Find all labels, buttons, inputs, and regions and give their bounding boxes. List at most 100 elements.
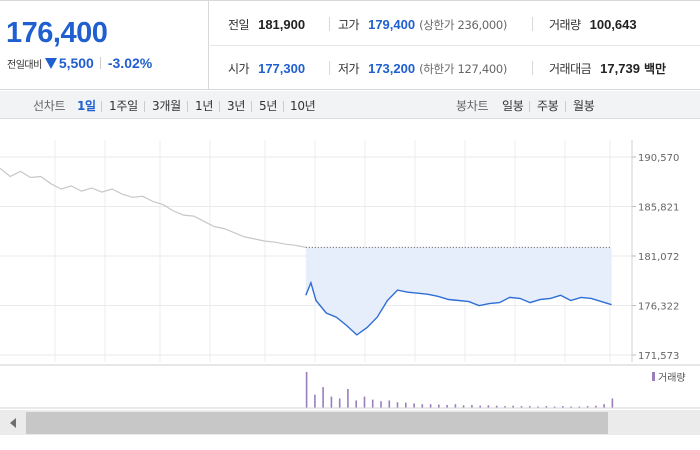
- change-label: 전일대비: [7, 59, 42, 71]
- volume-bar: [330, 396, 333, 408]
- period-option-1d[interactable]: 1일: [77, 99, 96, 113]
- divider: [532, 17, 533, 31]
- candle-option-daily[interactable]: 일봉: [502, 99, 524, 113]
- period-option-3m[interactable]: 3개월: [152, 99, 181, 113]
- volume-bar: [322, 387, 324, 408]
- volume-bar: [545, 406, 548, 408]
- divider: [565, 101, 566, 112]
- volume-bar: [363, 396, 366, 408]
- volume-bar: [371, 399, 374, 408]
- stat-label: 고가: [338, 18, 360, 32]
- upper-limit: (상한가 236,000): [419, 18, 508, 32]
- stat-label: 시가: [228, 62, 250, 76]
- volume-bar: [495, 405, 498, 408]
- volume-bar: [438, 404, 440, 408]
- stat-prev-close: 전일 181,900: [228, 16, 305, 33]
- scroll-left-icon[interactable]: [10, 418, 16, 428]
- divider: [529, 101, 530, 112]
- volume-bar: [586, 406, 589, 408]
- quote-header: 176,400 전일대비 5,500 -3.02% 전일 181,900 고가 …: [0, 0, 700, 90]
- volume-bar: [595, 405, 597, 408]
- stat-volume: 거래량 100,643: [549, 16, 637, 33]
- volume-bar: [380, 401, 382, 408]
- volume-bar: [405, 402, 407, 408]
- stat-label: 저가: [338, 62, 360, 76]
- volume-bar: [537, 406, 539, 408]
- volume-bar: [388, 400, 391, 408]
- volume-bar: [413, 403, 415, 408]
- candle-option-weekly[interactable]: 주봉: [537, 99, 559, 113]
- volume-bar: [504, 406, 506, 408]
- scroll-thumb[interactable]: [26, 412, 608, 434]
- volume-bar: [314, 394, 316, 408]
- stat-unit: 백만: [643, 62, 667, 76]
- series-today: [305, 280, 612, 336]
- line-chart-label: 선차트: [33, 99, 66, 113]
- change-row: 전일대비 5,500 -3.02%: [7, 55, 152, 71]
- volume-bar: [562, 406, 564, 408]
- stat-label: 전일: [228, 18, 250, 32]
- period-option-5y[interactable]: 5년: [259, 99, 278, 113]
- stat-label: 거래대금: [549, 62, 592, 76]
- volume-legend-label: 거래량: [658, 372, 686, 384]
- volume-bar: [479, 405, 481, 408]
- chart-scrollbar[interactable]: [0, 410, 700, 435]
- volume-bar: [446, 405, 448, 408]
- volume-bar: [429, 404, 432, 408]
- period-option-10y[interactable]: 10년: [290, 99, 316, 113]
- below-prev-close-area: [305, 247, 612, 335]
- volume-bar: [396, 402, 399, 408]
- stat-value: 179,400: [368, 17, 416, 32]
- price-panel: 176,400 전일대비 5,500 -3.02%: [0, 1, 209, 90]
- volume-bar: [355, 400, 357, 408]
- volume-bar: [520, 406, 523, 408]
- change-percent: -3.02%: [107, 55, 153, 71]
- stat-high: 고가 179,400 (상한가 236,000): [338, 16, 507, 33]
- volume-bar: [305, 371, 308, 408]
- volume-bar: [347, 389, 349, 408]
- volume-bar: [611, 398, 614, 408]
- period-option-3y[interactable]: 3년: [227, 99, 246, 113]
- volume-bar: [578, 406, 581, 408]
- chart-period-bar: 선차트 1일 1주일 3개월 1년 3년 5년 10년 봉차트 일봉 주봉 월봉: [0, 91, 700, 119]
- volume-bar: [487, 405, 490, 408]
- divider: [532, 61, 533, 75]
- y-tick-label: 171,573: [638, 351, 679, 362]
- divider: [283, 101, 284, 112]
- divider: [210, 45, 700, 46]
- divider: [144, 101, 145, 112]
- stat-value: 173,200: [368, 61, 416, 76]
- stat-value: 181,900: [258, 17, 306, 32]
- series-previous-day: [0, 167, 306, 248]
- y-tick-label: 176,322: [638, 302, 679, 313]
- price-chart: 190,570 185,821 181,072 176,322 171,573 거래량: [0, 140, 700, 409]
- volume-bar: [421, 404, 424, 408]
- divider: [329, 17, 330, 31]
- stat-label: 거래량: [549, 18, 581, 32]
- volume-bar: [471, 405, 473, 408]
- volume-bar: [512, 405, 514, 408]
- stat-low: 저가 173,200 (하한가 127,400): [338, 60, 507, 77]
- divider: [329, 61, 330, 75]
- volume-bar: [454, 404, 457, 408]
- y-tick-label: 181,072: [638, 252, 679, 263]
- y-tick-label: 185,821: [638, 202, 679, 213]
- volume-legend-swatch: [652, 372, 655, 381]
- y-tick-label: 190,570: [638, 153, 679, 164]
- volume-bar: [529, 406, 531, 408]
- volume-bar: [338, 398, 341, 408]
- current-price: 176,400: [6, 17, 108, 49]
- volume-bar: [603, 404, 605, 408]
- volume-bar: [570, 406, 572, 408]
- period-option-1w[interactable]: 1주일: [109, 99, 138, 113]
- candle-option-monthly[interactable]: 월봉: [573, 99, 595, 113]
- stat-open: 시가 177,300: [228, 60, 305, 77]
- down-arrow-icon: [44, 57, 57, 69]
- volume-bar: [462, 405, 465, 408]
- divider: [187, 101, 188, 112]
- lower-limit: (하한가 127,400): [419, 62, 508, 76]
- period-option-1y[interactable]: 1년: [195, 99, 214, 113]
- divider: [251, 101, 252, 112]
- divider: [99, 57, 101, 69]
- stat-amount: 거래대금 17,739 백만: [549, 60, 666, 77]
